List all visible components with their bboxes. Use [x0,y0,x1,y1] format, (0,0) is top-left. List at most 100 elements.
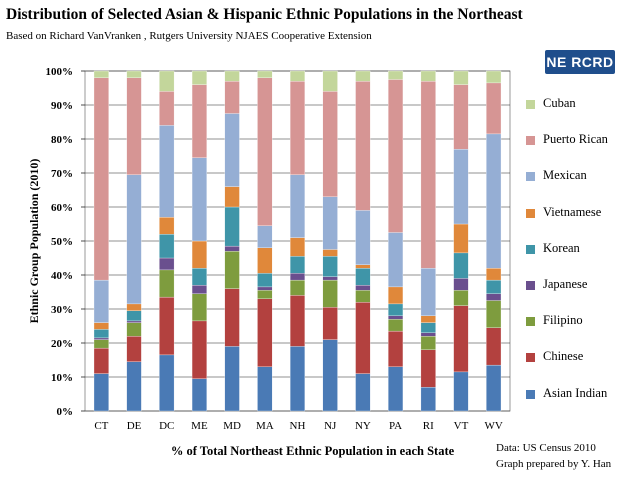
x-tick-label: DC [159,420,174,432]
bar-segment [388,303,404,316]
bar-segment [93,339,109,349]
bar-segment [126,310,142,322]
bar-segment [420,315,436,323]
bar-segment [355,210,371,265]
bar-segment [224,70,240,82]
bar-segment [257,225,273,248]
legend-label: Filipino [543,313,583,328]
bar-segment [224,245,240,252]
bar-segment [420,332,436,337]
bar-segment [126,322,142,337]
x-tick-label: ME [191,420,208,432]
bar-segment [289,279,306,296]
bar-segment [257,273,273,288]
bar-segment [453,223,469,254]
legend-label: Japanese [543,277,588,291]
y-tick-label: 60% [51,202,73,214]
bar-segment [224,346,240,412]
bar-segment [191,157,207,242]
bar-segment [191,268,207,286]
bar-segment [453,149,469,225]
bar-segment [322,91,338,197]
bar-segment [159,217,175,235]
bar-segment [420,336,436,350]
legend-label: Cuban [543,96,576,110]
bar-segment [289,81,306,175]
bar-segment [93,322,109,330]
bar-segment [159,125,175,218]
x-tick-label: RI [423,420,434,432]
bar-segment [289,237,306,257]
bar-segment [388,330,404,367]
bar-segment [420,387,436,412]
y-axis-title: Ethnic Group Population (2010) [27,159,41,324]
y-tick-label: 20% [51,338,73,350]
bar-segment [486,300,502,328]
legend-label: Asian Indian [543,385,608,400]
bar-segment [486,293,502,301]
bar-segment [159,234,175,259]
bar-segment [420,81,436,269]
bar-segment [322,276,338,281]
bar-segment [257,77,273,226]
y-tick-label: 80% [51,134,73,146]
bar-segment [257,286,273,291]
legend-label: Mexican [543,168,587,183]
bar-segment [126,320,142,323]
bar-segment [191,320,207,379]
bar-segment [191,285,207,294]
bar-segment [159,269,175,298]
bar-segment [224,113,240,187]
bar-segment [289,346,306,412]
bar-segment [355,70,371,82]
bar-segment [486,82,502,135]
bar-segment [388,286,404,305]
bar-segment [289,295,306,347]
bar-segment [453,371,469,412]
bar-segment [159,257,175,271]
bar-segment [93,77,109,281]
bar-segment [322,249,338,257]
bar-segment [388,70,404,80]
bar-segment [126,303,142,311]
bar-segment [257,366,273,412]
bar-segment [159,91,175,126]
y-tick-label: 90% [51,100,73,112]
bar-segment [355,285,371,291]
y-tick-label: 30% [51,304,73,316]
bar-segment [388,79,404,233]
bar-segment [159,354,175,412]
y-tick-label: 70% [51,168,73,180]
x-tick-label: WV [484,420,502,432]
x-tick-label: PA [389,420,402,432]
bar-segment [486,70,502,84]
nercrd-logo: NE RCRD [545,48,615,76]
legend-swatch [526,136,535,146]
bar-segment [322,196,338,250]
legend-label: Korean [543,240,580,255]
data-source-note: Data: US Census 2010 [496,442,596,454]
bar-segment [191,84,207,158]
bar-segment [93,337,109,340]
bar-segment [453,278,469,291]
bar-segment [224,288,240,347]
bar-segment [388,366,404,412]
x-tick-label: MD [223,420,241,432]
bar-segment [257,247,273,274]
bar-segment [224,81,240,114]
bar-segment [486,133,502,269]
bar-segment [224,186,240,208]
y-tick-label: 100% [46,66,74,78]
x-tick-label: NH [290,420,306,432]
chart-title: Distribution of Selected Asian & Hispani… [6,6,523,23]
bar-segment [453,305,469,373]
bar-segment [126,336,142,362]
bar-segment [224,251,240,289]
x-tick-label: NY [355,420,371,432]
legend-label: Puerto Rican [543,132,608,147]
bar-segment [388,232,404,288]
x-tick-label: MA [256,420,274,432]
bar-segment [453,70,469,85]
bar-segment [93,329,109,339]
